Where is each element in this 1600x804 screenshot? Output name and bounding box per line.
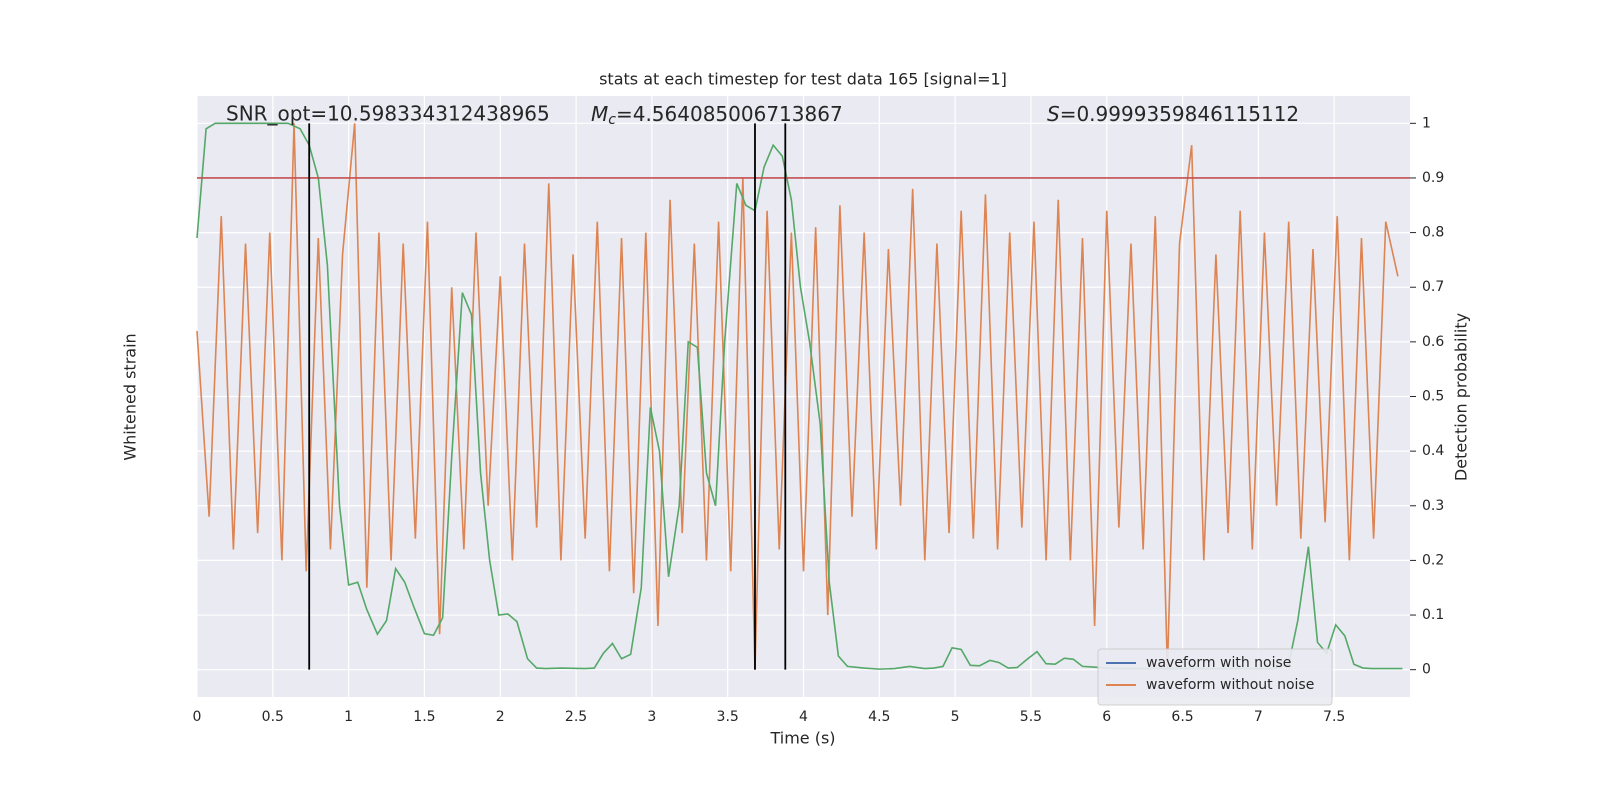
y-tick-label: 0.1	[1422, 607, 1444, 623]
left-axis-label: Whitened strain	[121, 333, 140, 460]
annotation-symbol: M	[591, 102, 608, 126]
x-tick-label: 1	[344, 709, 353, 725]
annotation: Mc=4.564085006713867	[591, 102, 843, 129]
x-tick-label: 3.5	[717, 709, 739, 725]
y-tick-label: 0.6	[1422, 334, 1444, 350]
x-axis-label: Time (s)	[769, 729, 835, 748]
x-tick-label: 7.5	[1323, 709, 1345, 725]
x-tick-label: 5	[951, 709, 960, 725]
annotation-symbol: S	[1047, 102, 1060, 126]
x-tick-label: 2.5	[565, 709, 587, 725]
annotation-value: =4.564085006713867	[616, 102, 843, 126]
series-line	[196, 123, 1399, 670]
x-tick-label: 6	[1102, 709, 1111, 725]
y-tick-label: 1	[1422, 115, 1431, 131]
chart-title: stats at each timestep for test data 165…	[599, 70, 1007, 89]
right-axis-label: Detection probability	[1452, 313, 1471, 481]
y-tick-label: 0.2	[1422, 552, 1444, 568]
annotation: SNR_opt=10.598334312438965	[226, 102, 550, 126]
x-tick-label: 1.5	[413, 709, 435, 725]
x-tick-label: 4.5	[868, 709, 890, 725]
annotation-value: =0.9999359846115112	[1060, 102, 1299, 126]
x-tick-label: 0	[193, 709, 202, 725]
y-tick-label: 0	[1422, 662, 1431, 678]
legend-label: waveform with noise	[1146, 655, 1291, 671]
x-tick-label: 4	[799, 709, 808, 725]
y-tick-label: 0.8	[1422, 225, 1444, 241]
x-tick-label: 6.5	[1171, 709, 1193, 725]
x-tick-label: 7	[1254, 709, 1263, 725]
y-tick-label: 0.3	[1422, 498, 1444, 514]
y-tick-label: 0.7	[1422, 279, 1444, 295]
x-tick-label: 3	[647, 709, 656, 725]
y-tick-label: 0.4	[1422, 443, 1444, 459]
x-tick-label: 5.5	[1020, 709, 1042, 725]
legend-label: waveform without noise	[1146, 677, 1314, 693]
x-tick-label: 0.5	[262, 709, 284, 725]
legend-box	[1097, 648, 1333, 706]
annotation-subscript: c	[608, 112, 616, 128]
annotation: S=0.9999359846115112	[1047, 102, 1299, 126]
y-tick-label: 0.9	[1422, 170, 1444, 186]
x-tick-label: 2	[496, 709, 505, 725]
y-tick-label: 0.5	[1422, 389, 1444, 405]
